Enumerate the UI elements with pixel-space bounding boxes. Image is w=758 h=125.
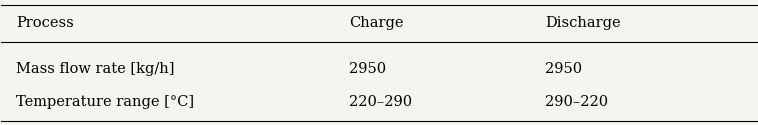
Text: 2950: 2950 [349, 62, 386, 76]
Text: 220–290: 220–290 [349, 95, 412, 109]
Text: Mass flow rate [kg/h]: Mass flow rate [kg/h] [17, 62, 175, 76]
Text: 2950: 2950 [545, 62, 582, 76]
Text: Temperature range [°C]: Temperature range [°C] [17, 95, 195, 109]
Text: 290–220: 290–220 [545, 95, 608, 109]
Text: Process: Process [17, 16, 74, 30]
Text: Charge: Charge [349, 16, 403, 30]
Text: Discharge: Discharge [545, 16, 621, 30]
